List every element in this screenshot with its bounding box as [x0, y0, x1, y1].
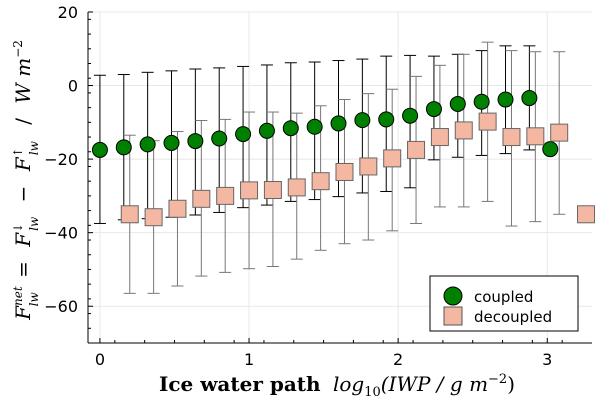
point-coupled [402, 107, 419, 124]
point-coupled [425, 101, 442, 118]
point-decoupled [240, 181, 259, 200]
point-decoupled [287, 178, 306, 197]
point-decoupled [407, 140, 426, 159]
point-coupled [235, 126, 252, 143]
x-axis-label-bold: Ice water path [159, 372, 321, 396]
point-coupled [330, 115, 347, 132]
point-decoupled [383, 149, 402, 168]
x-axis-label-log: log [333, 372, 364, 396]
point-decoupled [577, 205, 596, 224]
legend-coupled-label: coupled [474, 288, 533, 306]
point-decoupled [168, 199, 187, 218]
point-decoupled [216, 186, 235, 205]
point-decoupled [502, 128, 521, 147]
x-axis-label: Ice water path log10(IWP / g m−2) [159, 372, 515, 400]
point-coupled [282, 120, 299, 137]
axes [87, 11, 592, 344]
point-decoupled [192, 189, 211, 208]
x-tick-label: 2 [393, 350, 403, 369]
point-coupled [542, 141, 559, 158]
point-coupled [473, 93, 490, 110]
point-coupled [306, 118, 323, 135]
point-coupled [258, 122, 275, 139]
error-bars [93, 41, 566, 294]
y-tick-label: 20 [58, 3, 78, 22]
point-decoupled [430, 128, 449, 147]
point-decoupled [454, 121, 473, 140]
point-coupled [91, 141, 108, 158]
point-coupled [139, 136, 156, 153]
point-decoupled [144, 208, 163, 227]
data-points [91, 90, 596, 227]
point-decoupled [359, 157, 378, 176]
x-axis-label-unit: (IWP / g m [381, 372, 488, 396]
y-axis-label: Fnet lw = F↓ lw − F↑ lw / W m−2 [11, 40, 43, 321]
x-tick-label: 0 [95, 350, 105, 369]
y-tick-label: −40 [44, 224, 78, 243]
point-decoupled [526, 127, 545, 146]
point-coupled [115, 139, 132, 156]
point-coupled [163, 134, 180, 151]
legend-coupled-marker [443, 286, 463, 306]
x-tick-label: 3 [542, 350, 552, 369]
point-decoupled [335, 162, 354, 181]
y-tick-label: −60 [44, 297, 78, 316]
point-decoupled [311, 172, 330, 191]
point-decoupled [263, 181, 282, 200]
point-coupled [211, 130, 228, 147]
legend-decoupled-label: decoupled [474, 308, 552, 326]
point-decoupled [120, 205, 139, 224]
point-coupled [378, 111, 395, 128]
x-tick-label: 1 [244, 350, 254, 369]
x-axis-label-close: ) [507, 372, 515, 396]
point-decoupled [550, 123, 569, 142]
point-coupled [521, 90, 538, 107]
point-coupled [187, 133, 204, 150]
x-axis-label-sup: −2 [488, 372, 507, 387]
point-coupled [449, 95, 466, 112]
point-coupled [497, 91, 514, 108]
legend-decoupled-marker [443, 306, 463, 326]
legend: coupled decoupled [429, 275, 579, 332]
point-coupled [354, 112, 371, 129]
point-decoupled [478, 112, 497, 131]
y-tick-label: −20 [44, 150, 78, 169]
tick-labels: 0 1 2 3 −60 −40 −20 0 20 [44, 3, 552, 369]
x-axis-label-sub: 10 [364, 385, 381, 400]
y-tick-label: 0 [68, 77, 78, 96]
